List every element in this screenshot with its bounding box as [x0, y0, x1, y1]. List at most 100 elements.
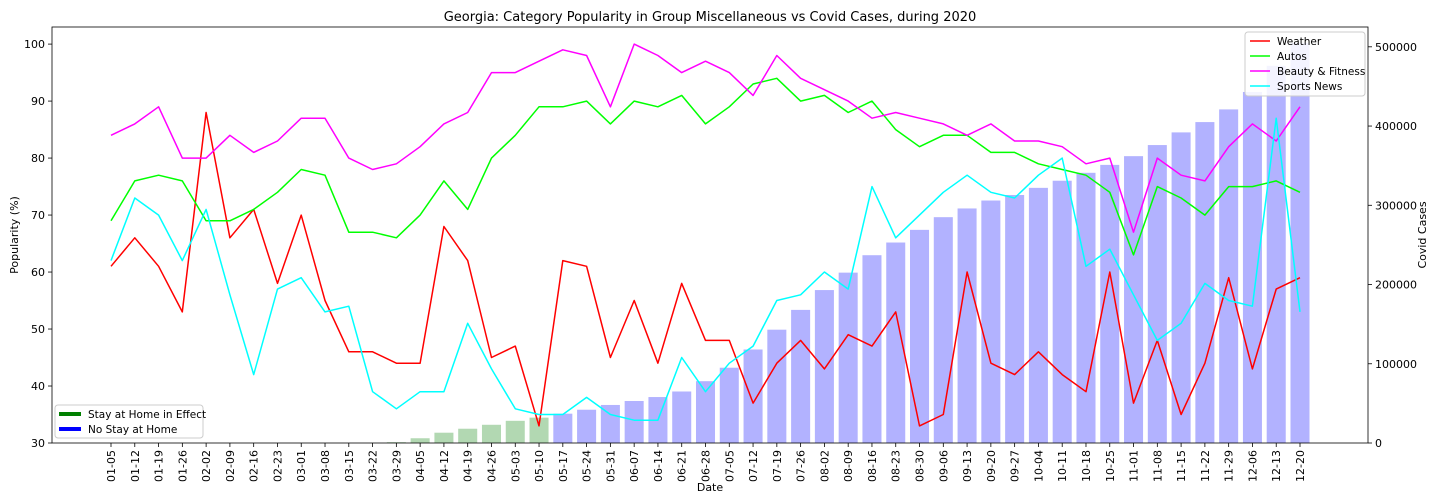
x-tick-label: 11-15 [1175, 450, 1188, 482]
y-axis-right: 0 100000 200000 300000 400000 500000 [1368, 41, 1417, 450]
x-tick-label: 03-29 [390, 450, 403, 482]
x-tick-label: 10-18 [1080, 450, 1093, 482]
covid-bar [672, 391, 692, 443]
x-tick-label: 09-06 [937, 450, 950, 482]
legend-label: Sports News [1277, 81, 1342, 93]
covid-bar [458, 428, 478, 443]
legend-bars: Stay at Home in Effect No Stay at Home [54, 404, 206, 439]
x-axis: 01-05 01-12 01-19 01-26 02-02 02-09 02-16 02-23… [105, 443, 1307, 482]
y2-tick-label: 500000 [1375, 41, 1417, 54]
x-tick-label: 08-02 [818, 450, 831, 482]
x-tick-label: 08-16 [866, 450, 879, 482]
x-axis-label: Date [697, 481, 724, 494]
x-tick-label: 06-21 [676, 450, 689, 482]
legend-label: Autos [1277, 51, 1307, 63]
y-tick-label: 70 [31, 209, 45, 222]
covid-bar [1076, 172, 1096, 443]
y2-tick-label: 100000 [1375, 358, 1417, 371]
covid-bar [1005, 194, 1025, 443]
covid-bar [577, 409, 597, 443]
x-tick-label: 04-05 [414, 450, 427, 482]
y-axis-left: 30 40 50 60 70 80 90 100 [24, 38, 52, 450]
covid-bar [886, 242, 906, 443]
y-tick-label: 50 [31, 323, 45, 336]
covid-bar [624, 401, 644, 443]
x-tick-label: 05-03 [509, 450, 522, 482]
covid-bar [1219, 109, 1239, 443]
x-tick-label: 12-13 [1270, 450, 1283, 482]
x-tick-label: 10-25 [1104, 450, 1117, 482]
x-tick-label: 03-22 [367, 450, 380, 482]
covid-bar [981, 200, 1001, 443]
y2-tick-label: 300000 [1375, 199, 1417, 212]
x-tick-label: 12-06 [1246, 450, 1259, 482]
lines-layer [110, 43, 1301, 427]
covid-bar [1052, 180, 1072, 443]
chart-title: Georgia: Category Popularity in Group Mi… [444, 10, 977, 25]
covid-bar [529, 417, 549, 443]
x-tick-label: 07-26 [795, 450, 808, 482]
x-tick-label: 09-13 [961, 450, 974, 482]
covid-bar [1147, 145, 1167, 443]
y2-tick-label: 200000 [1375, 279, 1417, 292]
x-tick-label: 04-19 [462, 450, 475, 482]
y2-axis-label: Covid Cases [1416, 201, 1429, 268]
x-tick-label: 06-14 [652, 450, 665, 482]
x-tick-label: 01-26 [176, 450, 189, 482]
x-tick-label: 02-02 [200, 450, 213, 482]
covid-bar [505, 420, 525, 443]
x-tick-label: 02-09 [224, 450, 237, 482]
covid-bar [933, 217, 953, 443]
x-tick-label: 10-11 [1056, 450, 1069, 482]
y-tick-label: 100 [24, 38, 45, 51]
series-line-sports-news [110, 117, 1301, 421]
covid-bar [1028, 187, 1048, 443]
y-tick-label: 90 [31, 95, 45, 108]
y-tick-label: 80 [31, 152, 45, 165]
covid-bar [410, 438, 430, 443]
x-tick-label: 08-30 [914, 450, 927, 482]
covid-bar [743, 349, 763, 443]
covid-bar [1171, 132, 1191, 444]
bar-legend-label: No Stay at Home [88, 424, 177, 436]
x-tick-label: 07-12 [747, 450, 760, 482]
covid-bar [1290, 42, 1310, 443]
covid-bar [838, 272, 858, 443]
bar-legend-box [54, 404, 204, 439]
legend-series: Weather Autos Beauty & Fitness Sports News [1244, 31, 1366, 97]
bar-legend-label: Stay at Home in Effect [88, 409, 206, 421]
x-tick-label: 02-16 [248, 450, 261, 482]
x-tick-label: 11-22 [1199, 450, 1212, 482]
covid-bar [481, 424, 501, 443]
legend-label: Beauty & Fitness [1277, 66, 1365, 78]
covid-bar [434, 432, 454, 443]
plot-frame [51, 26, 1369, 444]
series-line-beauty-fitness [110, 43, 1301, 233]
covid-bar [719, 367, 739, 443]
covid-bar [1124, 156, 1144, 444]
x-tick-label: 05-10 [533, 450, 546, 482]
x-tick-label: 07-05 [723, 450, 736, 482]
y-tick-label: 40 [31, 380, 45, 393]
x-tick-label: 12-20 [1294, 450, 1307, 482]
x-tick-label: 08-23 [890, 450, 903, 482]
x-tick-label: 05-24 [581, 450, 594, 482]
x-tick-label: 05-17 [557, 450, 570, 482]
y-tick-label: 60 [31, 266, 45, 279]
x-tick-label: 07-19 [771, 450, 784, 482]
covid-bar [957, 208, 977, 443]
x-tick-label: 11-01 [1128, 450, 1141, 482]
covid-bar [1242, 91, 1262, 444]
x-tick-label: 08-09 [842, 450, 855, 482]
x-tick-label: 09-20 [985, 450, 998, 482]
x-tick-label: 04-26 [486, 450, 499, 482]
covid-bar [910, 229, 930, 443]
x-tick-label: 01-12 [129, 450, 142, 482]
covid-bar [862, 255, 882, 443]
covid-bar [791, 309, 811, 443]
series-line-weather [110, 111, 1301, 427]
x-tick-label: 11-08 [1151, 450, 1164, 482]
y-tick-label: 30 [31, 437, 45, 450]
covid-bar [695, 381, 716, 443]
